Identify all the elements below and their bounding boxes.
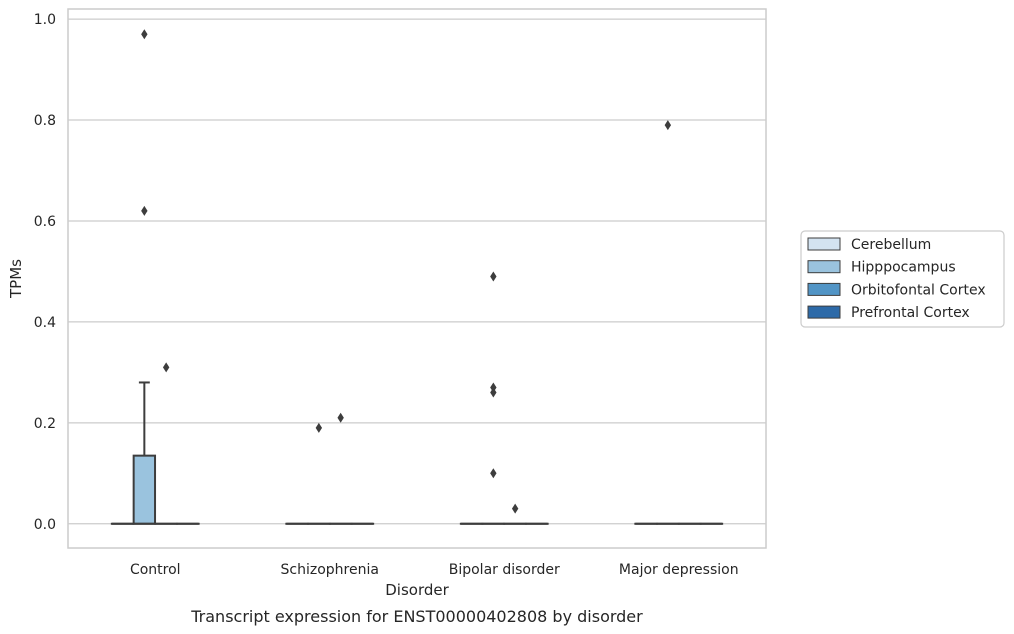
y-axis-ticks: 0.0 0.2 0.4 0.6 0.8 1.0 — [34, 12, 56, 533]
box-body — [132, 454, 157, 525]
x-axis-label: Disorder — [385, 581, 449, 599]
legend: Cerebellum Hipppocampus Orbitofontal Corte… — [800, 230, 1005, 328]
legend-label: Hipppocampus — [851, 260, 956, 276]
outliers — [141, 29, 672, 514]
box-hipppocampus — [132, 381, 157, 525]
legend-label: Prefrontal Cortex — [851, 305, 970, 321]
y-tick-label: 0.0 — [34, 517, 56, 533]
outlier-point — [490, 387, 497, 398]
legend-swatch — [807, 305, 841, 319]
plot-area — [68, 9, 766, 548]
legend-swatch — [807, 237, 841, 251]
y-tick-label: 0.2 — [34, 416, 56, 432]
legend-swatch — [807, 282, 841, 296]
x-tick-label: Control — [130, 562, 181, 578]
outlier-point — [490, 382, 497, 393]
chart-title: Transcript expression for ENST0000040280… — [190, 607, 643, 626]
y-axis-label: TPMs — [7, 259, 25, 299]
outlier-point — [490, 468, 497, 479]
x-tick-label: Schizophrenia — [281, 562, 379, 578]
x-tick-label: Major depression — [619, 562, 739, 578]
outlier-point — [141, 29, 148, 40]
legend-box — [800, 230, 1005, 328]
legend-label: Orbitofontal Cortex — [851, 282, 986, 298]
outlier-point — [490, 271, 497, 282]
plot-border — [67, 8, 767, 549]
x-tick-label: Bipolar disorder — [449, 562, 560, 578]
outlier-point — [664, 120, 672, 131]
y-tick-label: 0.8 — [34, 113, 56, 129]
outlier-point — [162, 362, 170, 373]
boxes — [110, 381, 724, 525]
outlier-point — [337, 412, 344, 423]
legend-label: Cerebellum — [851, 237, 931, 253]
outlier-point — [141, 205, 148, 216]
x-axis-ticks: Control Schizophrenia Bipolar disorder Majo… — [130, 562, 739, 578]
outlier-point — [511, 503, 519, 514]
y-tick-label: 0.4 — [34, 315, 56, 331]
y-tick-label: 1.0 — [34, 12, 56, 28]
outlier-point — [315, 422, 323, 433]
y-tick-label: 0.6 — [34, 214, 56, 230]
legend-swatch — [807, 260, 841, 274]
